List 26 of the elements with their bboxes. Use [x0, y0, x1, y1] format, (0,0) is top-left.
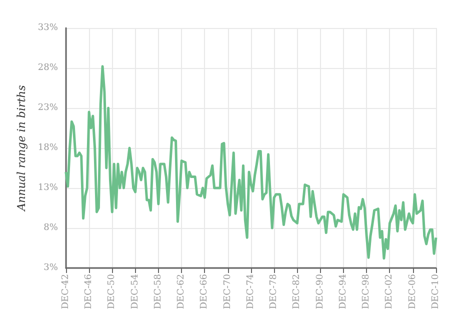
x-tick-label: DEC-58: [153, 274, 164, 310]
y-tick-label: 3%: [44, 263, 58, 273]
y-tick-label: 28%: [38, 63, 58, 73]
x-tick-label: DEC-98: [362, 274, 372, 310]
x-tick-label: DEC-90: [315, 274, 326, 310]
x-tick-label: DEC-02: [384, 274, 395, 310]
x-tick-label: DEC-50: [107, 274, 118, 310]
x-tick-label: DEC-66: [200, 274, 210, 310]
x-tick-label: DEC-10: [431, 274, 441, 310]
x-tick-label: DEC-70: [222, 274, 233, 310]
x-tick-label: DEC-82: [292, 274, 302, 310]
x-tick-label: DEC-74: [246, 274, 256, 310]
y-tick-label: 18%: [38, 143, 58, 153]
y-tick-label: 8%: [44, 223, 58, 233]
x-tick-label: DEC-78: [269, 274, 280, 310]
y-tick-label: 23%: [38, 103, 58, 113]
y-axis-title: Annual range in births: [15, 84, 28, 212]
x-tick-label: DEC-94: [338, 274, 348, 310]
x-tick-label: DEC-06: [408, 274, 418, 310]
x-tick-label: DEC-62: [176, 274, 187, 310]
x-tick-label: DEC-46: [84, 274, 94, 310]
x-tick-label: DEC-42: [60, 274, 71, 310]
x-tick-label: DEC-54: [130, 274, 140, 310]
y-tick-label: 13%: [38, 183, 58, 193]
line-series: [64, 65, 438, 260]
y-tick-label: 33%: [38, 23, 58, 33]
